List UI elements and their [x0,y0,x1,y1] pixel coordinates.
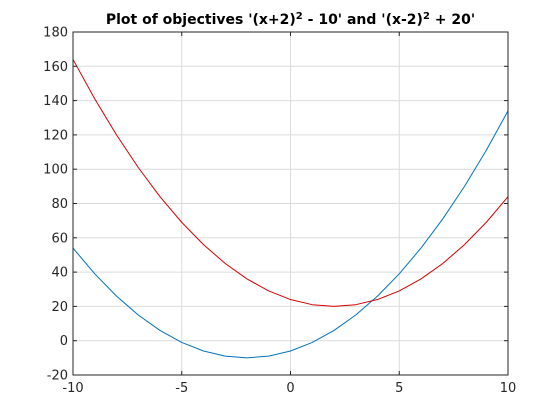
y-tick-label: 60 [51,231,68,246]
y-tick-label: 40 [51,266,68,281]
y-tick-label: 120 [43,128,68,143]
y-tick-label: 20 [51,300,68,315]
y-tick-label: 80 [51,197,68,212]
series-line-1 [72,110,509,359]
y-tick-label: 160 [43,60,68,75]
title-text-segment: Plot of objectives '(x+2) [106,12,296,28]
x-tick-label: 10 [500,381,517,396]
ticks: -10 -5 0 5 10 -20 0 20 40 60 80 100 120 140 160 180 [43,26,516,397]
chart-title: Plot of objectives '(x+2)2 - 10' and '(x… [106,11,475,29]
y-tick-label: -20 [47,369,68,384]
y-tick-label: 100 [43,163,68,178]
x-tick-label: 5 [395,381,403,396]
series-line-2 [72,59,509,307]
title-superscript: 2 [423,11,430,22]
title-text-segment: - 10' and '(x-2) [303,12,423,28]
y-tick-label: 140 [43,94,68,109]
x-tick-label: 0 [286,381,294,396]
x-tick-label: -10 [62,381,83,396]
x-tick-label: -5 [175,381,188,396]
grid [73,32,508,375]
series-layer [72,59,509,359]
title-superscript: 2 [296,11,303,22]
title-text-segment: + 20' [430,12,475,28]
y-tick-label: 0 [60,334,68,349]
y-tick-label: 180 [43,26,68,41]
